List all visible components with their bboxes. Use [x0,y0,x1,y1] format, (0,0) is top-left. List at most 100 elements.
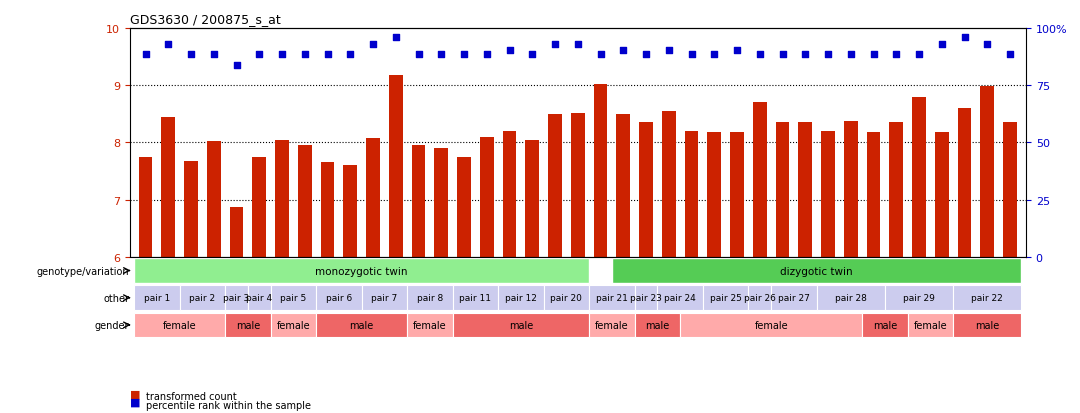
Text: pair 4: pair 4 [246,294,272,302]
Text: pair 11: pair 11 [459,294,491,302]
Point [433,51,450,58]
Bar [316,286,362,310]
Point [183,51,200,58]
Text: ■: ■ [130,397,140,407]
Text: pair 6: pair 6 [326,294,352,302]
Point [228,63,245,69]
Text: pair 29: pair 29 [903,294,935,302]
Point [251,51,268,58]
Text: female: female [163,320,197,330]
Point [501,47,518,54]
Text: GDS3630 / 200875_s_at: GDS3630 / 200875_s_at [130,13,281,26]
Point [728,47,745,54]
Bar [862,313,907,337]
Bar [366,138,380,257]
Point [160,42,177,48]
Bar [134,286,179,310]
Bar [502,132,516,257]
Text: pair 27: pair 27 [778,294,810,302]
Bar [253,157,266,257]
Text: female: female [914,320,947,330]
Text: pair 22: pair 22 [971,294,1003,302]
Text: pair 2: pair 2 [189,294,216,302]
Bar [821,132,835,257]
Bar [298,146,312,257]
FancyBboxPatch shape [134,259,590,283]
Point [865,51,882,58]
Bar [362,286,407,310]
Bar [185,161,198,257]
Bar [543,286,590,310]
Point [341,51,359,58]
Bar [890,123,903,257]
Bar [730,133,744,257]
Text: female: female [595,320,629,330]
Bar [230,207,243,257]
Bar [958,109,971,257]
Bar [798,123,812,257]
Bar [321,163,335,257]
Text: male: male [873,320,897,330]
Text: pair 25: pair 25 [710,294,742,302]
Bar [343,166,357,257]
Bar [954,286,1022,310]
Text: pair 26: pair 26 [744,294,775,302]
Point [910,51,928,58]
Bar [680,313,862,337]
Bar [248,286,271,310]
Text: female: female [276,320,310,330]
Point [705,51,723,58]
Point [546,42,564,48]
Point [410,51,428,58]
FancyBboxPatch shape [612,259,1022,283]
Point [456,51,473,58]
Point [1001,51,1018,58]
Point [820,51,837,58]
Bar [275,140,288,257]
Bar [775,123,789,257]
Text: genotype/variation: genotype/variation [37,266,130,276]
Bar [913,97,926,257]
Bar [617,114,630,257]
Text: other: other [104,293,130,303]
Bar [635,286,658,310]
Text: ■: ■ [130,389,140,399]
Bar [161,117,175,257]
Bar [771,286,816,310]
Point [205,51,222,58]
Text: dizygotic twin: dizygotic twin [781,266,853,276]
Bar [271,313,316,337]
Text: gender: gender [95,320,130,330]
Bar [411,146,426,257]
Text: pair 28: pair 28 [835,294,867,302]
Point [978,42,996,48]
Bar [407,313,453,337]
Text: pair 8: pair 8 [417,294,443,302]
Point [660,47,677,54]
Text: male: male [509,320,534,330]
Bar [707,133,721,257]
Bar [453,313,590,337]
Text: transformed count: transformed count [146,392,237,401]
Point [273,51,291,58]
Text: male: male [350,320,374,330]
Text: pair 12: pair 12 [505,294,537,302]
Bar [498,286,543,310]
Bar [316,313,407,337]
Point [569,42,586,48]
Bar [407,286,453,310]
Text: pair 1: pair 1 [144,294,170,302]
Point [592,51,609,58]
Point [364,42,381,48]
Bar [639,123,653,257]
Bar [748,286,771,310]
Bar [1003,123,1017,257]
Bar [526,140,539,257]
Text: percentile rank within the sample: percentile rank within the sample [146,400,311,410]
Bar [907,313,954,337]
Bar [138,157,152,257]
Point [797,51,814,58]
Point [842,51,860,58]
Bar [635,313,680,337]
Text: male: male [975,320,999,330]
